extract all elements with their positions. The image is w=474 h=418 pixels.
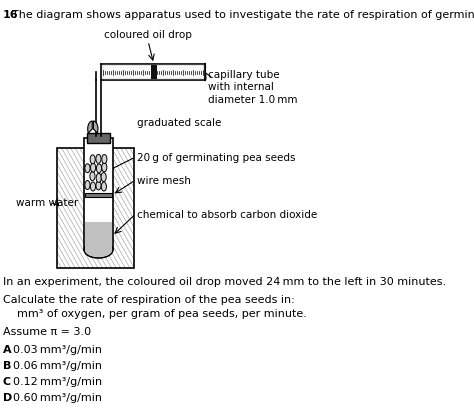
Bar <box>85 222 112 250</box>
Circle shape <box>96 181 101 190</box>
Text: Assume π = 3.0: Assume π = 3.0 <box>3 327 91 337</box>
Text: capillary tube
with internal
diameter 1.0 mm: capillary tube with internal diameter 1.… <box>208 70 297 105</box>
Text: coloured oil drop: coloured oil drop <box>104 30 192 40</box>
Circle shape <box>102 163 107 172</box>
Circle shape <box>102 155 107 163</box>
Text: A: A <box>3 345 11 355</box>
Bar <box>87 133 110 143</box>
Circle shape <box>90 172 95 181</box>
Wedge shape <box>93 121 98 133</box>
Circle shape <box>101 182 107 191</box>
Bar <box>102 65 204 79</box>
Text: D: D <box>3 393 12 403</box>
Text: graduated scale: graduated scale <box>137 118 221 128</box>
Bar <box>101 64 205 80</box>
Text: chemical to absorb carbon dioxide: chemical to absorb carbon dioxide <box>137 210 317 220</box>
Circle shape <box>96 154 101 163</box>
Text: warm water: warm water <box>16 198 78 208</box>
Wedge shape <box>88 121 92 133</box>
Text: 0.60 mm³/g/min: 0.60 mm³/g/min <box>12 393 101 403</box>
Text: B: B <box>3 361 11 371</box>
Text: mm³ of oxygen, per gram of pea seeds, per minute.: mm³ of oxygen, per gram of pea seeds, pe… <box>17 309 307 319</box>
Bar <box>151 65 156 79</box>
Ellipse shape <box>85 243 112 257</box>
Circle shape <box>91 182 96 191</box>
Text: Calculate the rate of respiration of the pea seeds in:: Calculate the rate of respiration of the… <box>3 295 295 305</box>
Circle shape <box>96 173 101 182</box>
Text: C: C <box>3 377 11 387</box>
Text: wire mesh: wire mesh <box>137 176 191 186</box>
Text: In an experiment, the coloured oil drop moved 24 mm to the left in 30 minutes.: In an experiment, the coloured oil drop … <box>3 277 446 287</box>
Text: 0.12 mm³/g/min: 0.12 mm³/g/min <box>12 377 101 387</box>
Ellipse shape <box>84 242 113 258</box>
Text: The diagram shows apparatus used to investigate the rate of respiration of germi: The diagram shows apparatus used to inve… <box>12 10 474 20</box>
Circle shape <box>85 181 90 189</box>
Text: 16: 16 <box>3 10 18 20</box>
Circle shape <box>96 164 101 173</box>
Bar <box>57 148 134 268</box>
Text: 0.06 mm³/g/min: 0.06 mm³/g/min <box>12 361 101 371</box>
Text: 0.03 mm³/g/min: 0.03 mm³/g/min <box>12 345 101 355</box>
Text: 20 g of germinating pea seeds: 20 g of germinating pea seeds <box>137 153 295 163</box>
Bar <box>84 138 113 250</box>
Circle shape <box>91 163 96 172</box>
Circle shape <box>90 155 95 164</box>
Circle shape <box>101 173 106 181</box>
Bar <box>84 138 113 250</box>
Circle shape <box>85 164 90 173</box>
Bar <box>85 193 111 197</box>
